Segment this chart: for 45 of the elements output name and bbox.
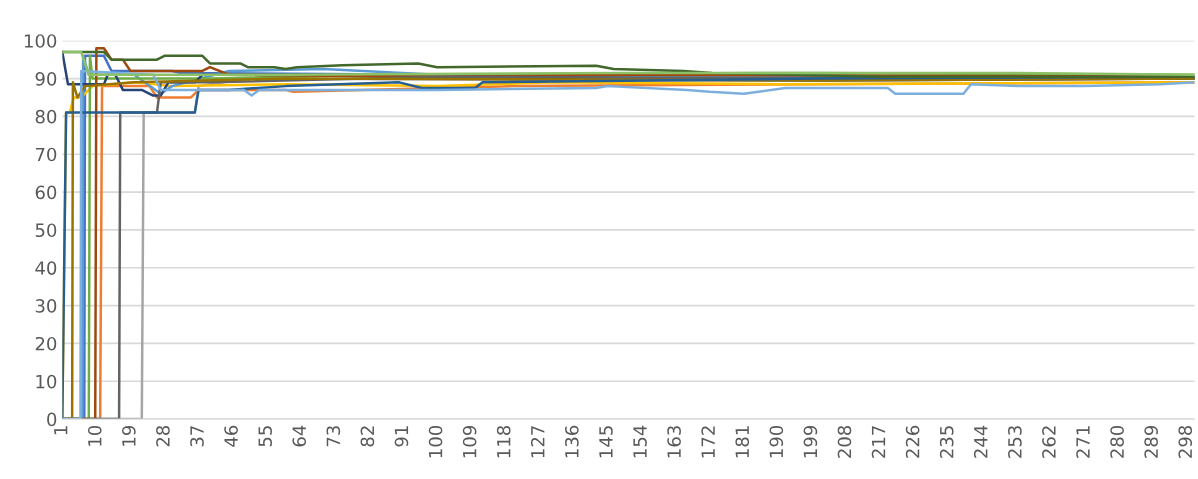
x-tick-label: 262 [1042, 426, 1056, 458]
x-tick-label: 136 [565, 425, 579, 458]
x-tick-label: 208 [837, 425, 852, 458]
x-tick-label: 298 [1178, 425, 1193, 458]
x-tick-label: 109 [462, 425, 477, 458]
x-tick-label: 172 [701, 426, 715, 458]
x-tick-label: 181 [735, 426, 750, 458]
y-tick-label: 20 [35, 336, 57, 351]
x-tick-label: 73 [326, 426, 341, 447]
x-tick-label: 55 [258, 426, 272, 447]
x-tick-label: 217 [871, 426, 886, 458]
y-tick-label: 100 [24, 34, 57, 48]
x-tick-label: 37 [190, 426, 204, 447]
x-tick-label: 118 [496, 425, 511, 458]
x-tick-label: 28 [156, 425, 170, 447]
y-tick-label: 0 [47, 412, 57, 427]
x-tick-label: 127 [530, 426, 545, 458]
y-tick-label: 60 [35, 185, 57, 200]
y-tick-label: 90 [35, 72, 57, 86]
x-tick-label: 64 [292, 425, 307, 447]
x-tick-label: 154 [633, 425, 647, 458]
x-tick-label: 226 [905, 425, 920, 458]
x-tick-label: 235 [939, 426, 954, 458]
x-tick-label: 271 [1076, 426, 1090, 458]
x-tick-label: 19 [122, 425, 136, 446]
x-tick-label: 253 [1008, 426, 1022, 458]
x-tick-label: 163 [667, 426, 681, 458]
y-tick-label: 30 [35, 299, 57, 313]
x-tick-label: 100 [428, 425, 443, 458]
x-tick-label: 199 [803, 425, 818, 458]
x-tick-label: 46 [224, 425, 238, 447]
x-tick-label: 91 [394, 426, 409, 447]
x-tick-label: 289 [1144, 425, 1158, 458]
x-tick-label: 280 [1110, 425, 1124, 458]
x-tick-label: 10 [87, 425, 102, 446]
x-tick-label: 82 [360, 426, 375, 447]
x-tick-label: 1 [54, 426, 68, 435]
x-tick-label: 244 [973, 425, 988, 458]
y-tick-label: 50 [35, 223, 57, 238]
x-tick-label: 190 [769, 425, 784, 458]
y-tick-label: 10 [36, 374, 57, 389]
y-tick-label: 80 [35, 109, 57, 124]
y-tick-label: 40 [35, 261, 57, 275]
y-tick-label: 70 [35, 147, 57, 162]
x-tick-label: 145 [599, 426, 613, 458]
